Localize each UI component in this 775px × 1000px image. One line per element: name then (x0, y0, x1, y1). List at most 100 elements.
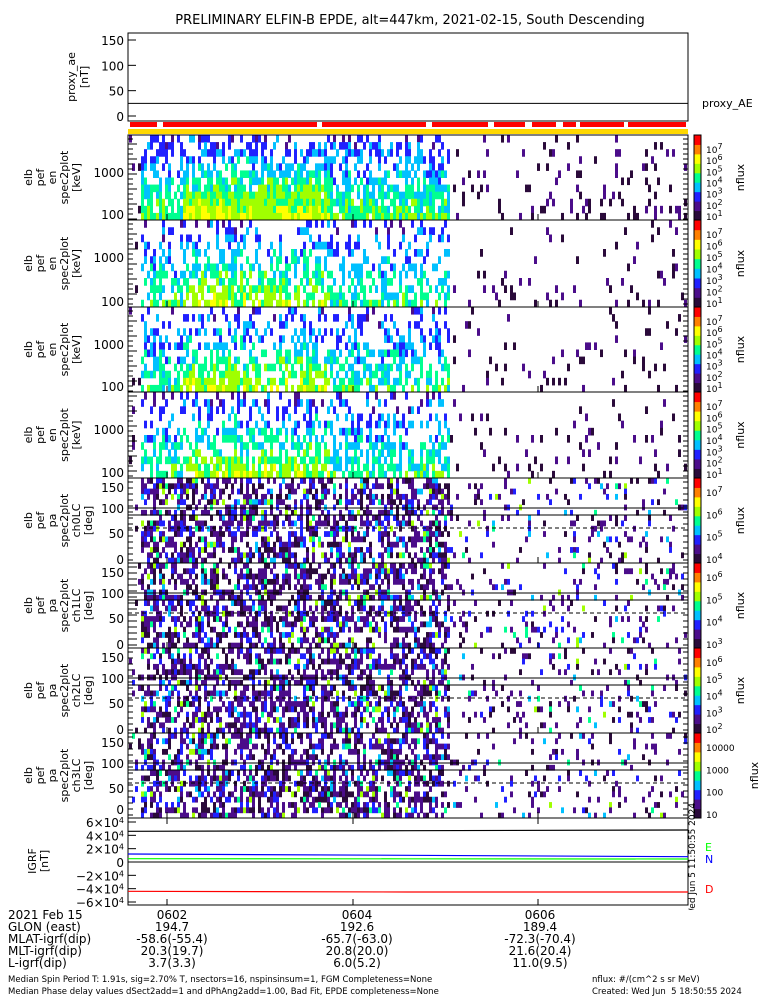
flux-cell (147, 241, 150, 250)
flux-cell (414, 156, 417, 164)
flux-cell (198, 637, 201, 644)
flux-cell (381, 568, 384, 575)
flux-cell (132, 442, 135, 450)
flux-cell (303, 212, 306, 221)
flux-cell (627, 536, 630, 543)
flux-cell (435, 299, 438, 308)
colorbar-label: nflux (734, 335, 747, 363)
flux-cell (261, 594, 264, 601)
flux-cell (288, 573, 291, 580)
flux-cell (255, 442, 258, 450)
flux-cell (255, 156, 258, 164)
flux-cell (384, 515, 387, 521)
flux-cell (192, 578, 195, 585)
flux-cell (285, 493, 288, 500)
flux-cell (180, 149, 183, 157)
flux-cell (348, 515, 351, 521)
flux-cell (273, 520, 276, 527)
flux-cell (303, 449, 306, 457)
flux-cell (144, 536, 147, 543)
flux-cell (249, 321, 252, 329)
flux-cell (309, 363, 312, 372)
flux-cell (468, 349, 471, 358)
flux-cell (444, 170, 447, 178)
flux-cell (282, 205, 285, 214)
flux-cell (333, 135, 336, 143)
flux-cell (465, 536, 468, 543)
flux-cell (324, 212, 327, 221)
flux-cell (273, 249, 276, 257)
flux-cell (195, 191, 198, 200)
flux-cell (360, 328, 363, 336)
flux-cell (174, 278, 177, 286)
flux-cell (366, 483, 369, 490)
flux-cell (195, 463, 198, 472)
flux-cell (222, 399, 225, 407)
flux-cell (285, 541, 288, 548)
flux-cell (528, 531, 531, 537)
flux-cell (255, 399, 258, 407)
flux-cell (390, 488, 393, 495)
flux-cell (648, 370, 651, 379)
flux-cell (288, 621, 291, 628)
flux-cell (294, 177, 297, 186)
flux-cell (333, 568, 336, 575)
flux-cell (297, 384, 300, 393)
flux-cell (393, 263, 396, 272)
flux-cell (297, 563, 300, 569)
flux-cell (150, 135, 153, 143)
flux-cell (189, 605, 192, 612)
flux-cell (228, 135, 231, 143)
flux-cell (174, 442, 177, 450)
flux-cell (201, 563, 204, 569)
flux-cell (576, 184, 579, 193)
flux-cell (414, 299, 417, 308)
flux-cell (393, 377, 396, 386)
flux-cell (288, 600, 291, 606)
flux-cell (381, 278, 384, 286)
flux-cell (333, 632, 336, 638)
flux-cell (441, 509, 444, 516)
flux-cell (258, 552, 261, 559)
flux-cell (297, 541, 300, 548)
flux-cell (624, 493, 627, 500)
flux-cell (174, 384, 177, 393)
flux-cell (183, 177, 186, 186)
flux-cell (276, 191, 279, 200)
flux-cell (330, 241, 333, 250)
flux-cell (222, 149, 225, 157)
flux-cell (351, 377, 354, 386)
flux-cell (390, 493, 393, 500)
colorbar-tick-label: 101 (706, 209, 723, 223)
flux-cell (300, 509, 303, 516)
flux-cell (414, 170, 417, 178)
flux-cell (483, 509, 486, 516)
flux-cell (234, 584, 237, 591)
flux-cell (156, 547, 159, 553)
flux-cell (366, 363, 369, 372)
flux-cell (336, 149, 339, 157)
flux-cell (171, 557, 174, 564)
flux-cell (282, 621, 285, 628)
flux-cell (171, 552, 174, 559)
flux-cell (309, 356, 312, 365)
flux-cell (288, 483, 291, 490)
flux-cell (159, 531, 162, 537)
flux-cell (585, 435, 588, 443)
flux-cell (309, 370, 312, 379)
flux-cell (420, 449, 423, 457)
flux-cell (153, 637, 156, 644)
colorbar-segment (694, 506, 701, 517)
flux-cell (153, 605, 156, 612)
flux-cell (165, 442, 168, 450)
flux-cell (561, 234, 564, 243)
flux-cell (321, 205, 324, 214)
flux-cell (438, 170, 441, 178)
flux-cell (318, 541, 321, 548)
flux-cell (144, 278, 147, 286)
flux-cell (486, 377, 489, 386)
flux-cell (231, 191, 234, 200)
flux-cell (228, 156, 231, 164)
flux-cell (231, 488, 234, 495)
flux-cell (156, 184, 159, 193)
